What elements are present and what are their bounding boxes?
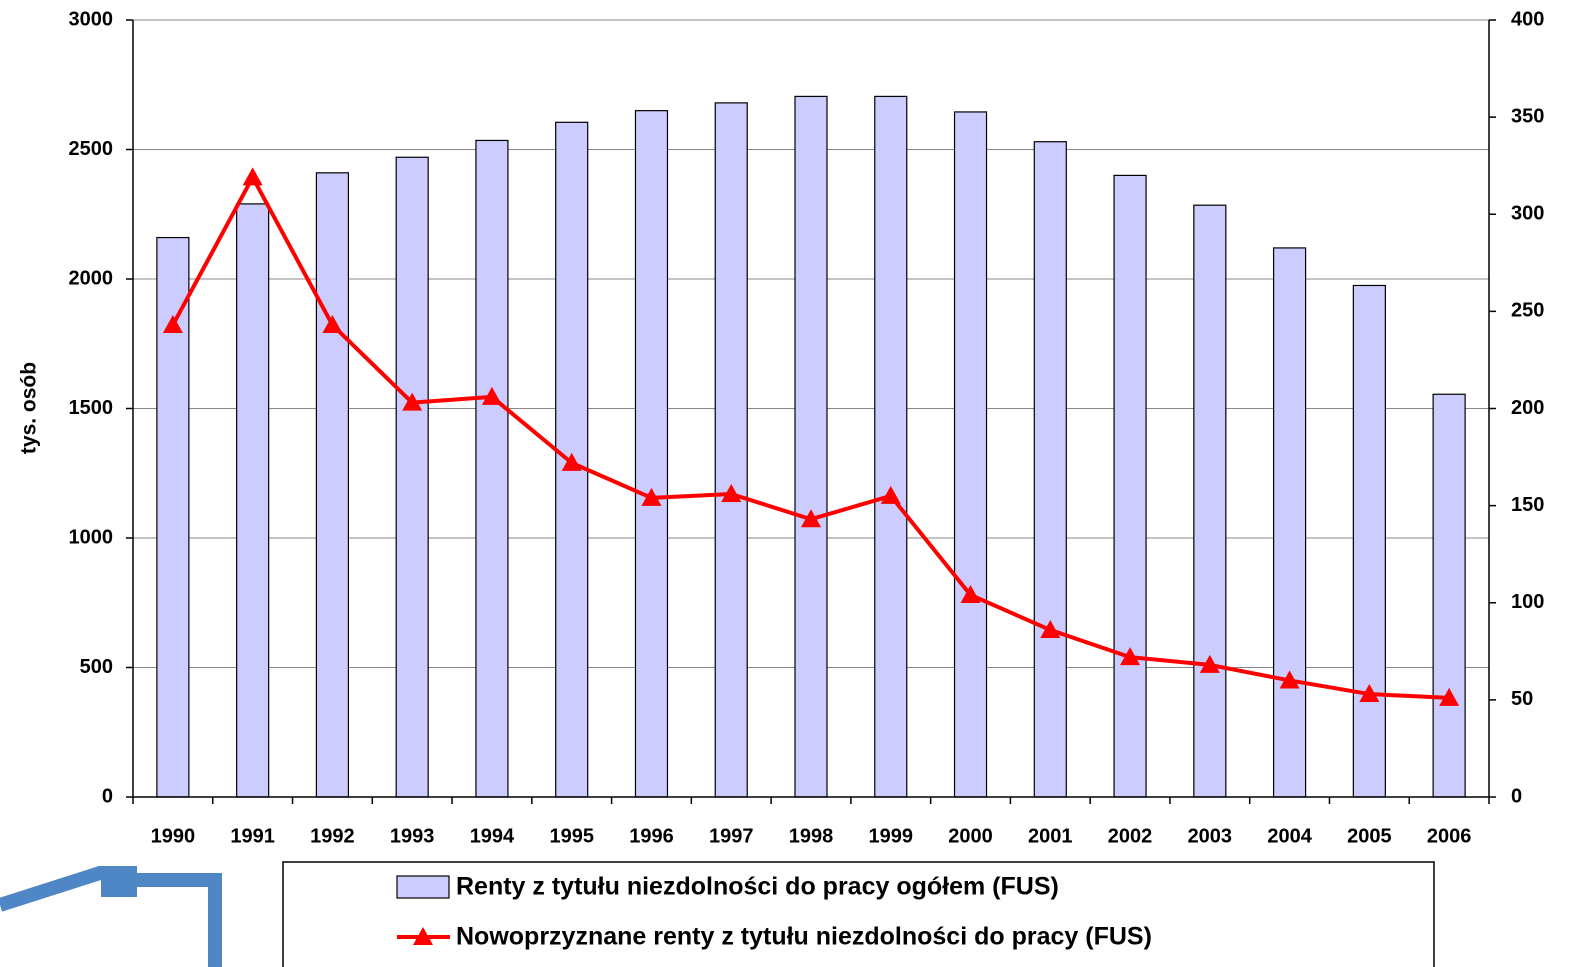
line-marker [481, 386, 502, 405]
legend-swatch [396, 875, 450, 899]
x-tick-label: 2004 [1267, 825, 1312, 847]
x-tick-label: 1993 [390, 825, 435, 847]
x-tick-label: 1994 [470, 825, 515, 847]
legend-swatch [413, 927, 433, 945]
bar [634, 110, 669, 798]
x-tick-label: 1992 [310, 825, 355, 847]
y2-tick-label: 100 [1511, 591, 1544, 613]
bar [1113, 174, 1147, 798]
line-marker [1439, 687, 1460, 706]
line-marker [1120, 647, 1141, 666]
y-tick-label: 2500 [69, 138, 114, 160]
legend-label: Nowoprzyznane renty z tytułu niezdolnośc… [456, 923, 1152, 951]
line-marker [721, 483, 742, 502]
x-tick-label: 2001 [1028, 825, 1073, 847]
y2-tick-label: 0 [1511, 785, 1522, 807]
y2-tick-label: 300 [1511, 203, 1544, 225]
x-tick-label: 2005 [1347, 825, 1392, 847]
line-marker [162, 314, 183, 333]
y-tick-label: 0 [102, 785, 113, 807]
line-marker [801, 509, 821, 528]
y-tick-label: 500 [80, 656, 113, 678]
legend-label: Renty z tytułu niezdolności do pracy ogó… [456, 873, 1059, 901]
x-tick-label: 2003 [1188, 825, 1233, 847]
x-tick-label: 1996 [629, 825, 674, 847]
x-tick-label: 1997 [709, 825, 754, 847]
y-tick-label: 1500 [69, 397, 114, 419]
bar [1272, 247, 1307, 798]
bar [315, 172, 350, 798]
line-marker [880, 485, 901, 504]
line-marker [242, 167, 263, 186]
bar [1033, 141, 1067, 798]
line-marker [402, 392, 423, 411]
bar [395, 156, 429, 798]
line-marker [1359, 684, 1380, 703]
logo [0, 866, 222, 967]
x-tick-label: 1995 [549, 825, 594, 847]
line-marker [561, 452, 582, 471]
line-marker [1040, 619, 1061, 638]
bar [1352, 284, 1386, 798]
y-tick-label: 2000 [69, 267, 114, 289]
line-marker [322, 314, 343, 333]
x-tick-label: 2002 [1108, 825, 1153, 847]
bar [1432, 393, 1466, 798]
y-axis-label: tys. osób [18, 362, 41, 454]
y2-tick-label: 250 [1511, 300, 1544, 322]
x-tick-label: 1990 [151, 825, 196, 847]
line-marker [1199, 654, 1220, 673]
y2-tick-label: 200 [1511, 397, 1544, 419]
line-marker [960, 584, 981, 603]
y-tick-label: 1000 [69, 526, 114, 548]
bar [953, 111, 988, 798]
y2-tick-label: 400 [1511, 8, 1544, 30]
bar [236, 203, 270, 798]
x-tick-label: 1998 [789, 825, 834, 847]
legend [282, 861, 1435, 967]
y2-tick-label: 350 [1511, 105, 1544, 127]
line-marker [1279, 670, 1300, 689]
bar [714, 102, 748, 798]
bar [1193, 204, 1227, 798]
x-tick-label: 2000 [948, 825, 993, 847]
y-tick-label: 3000 [69, 8, 114, 30]
bar [794, 95, 828, 798]
x-tick-label: 1991 [230, 825, 275, 847]
y2-tick-label: 50 [1511, 688, 1533, 710]
bar [475, 139, 509, 798]
bar [874, 95, 908, 798]
x-tick-label: 2006 [1427, 825, 1472, 847]
x-tick-label: 1999 [869, 825, 914, 847]
y2-tick-label: 150 [1511, 494, 1544, 516]
line-marker [641, 487, 662, 506]
